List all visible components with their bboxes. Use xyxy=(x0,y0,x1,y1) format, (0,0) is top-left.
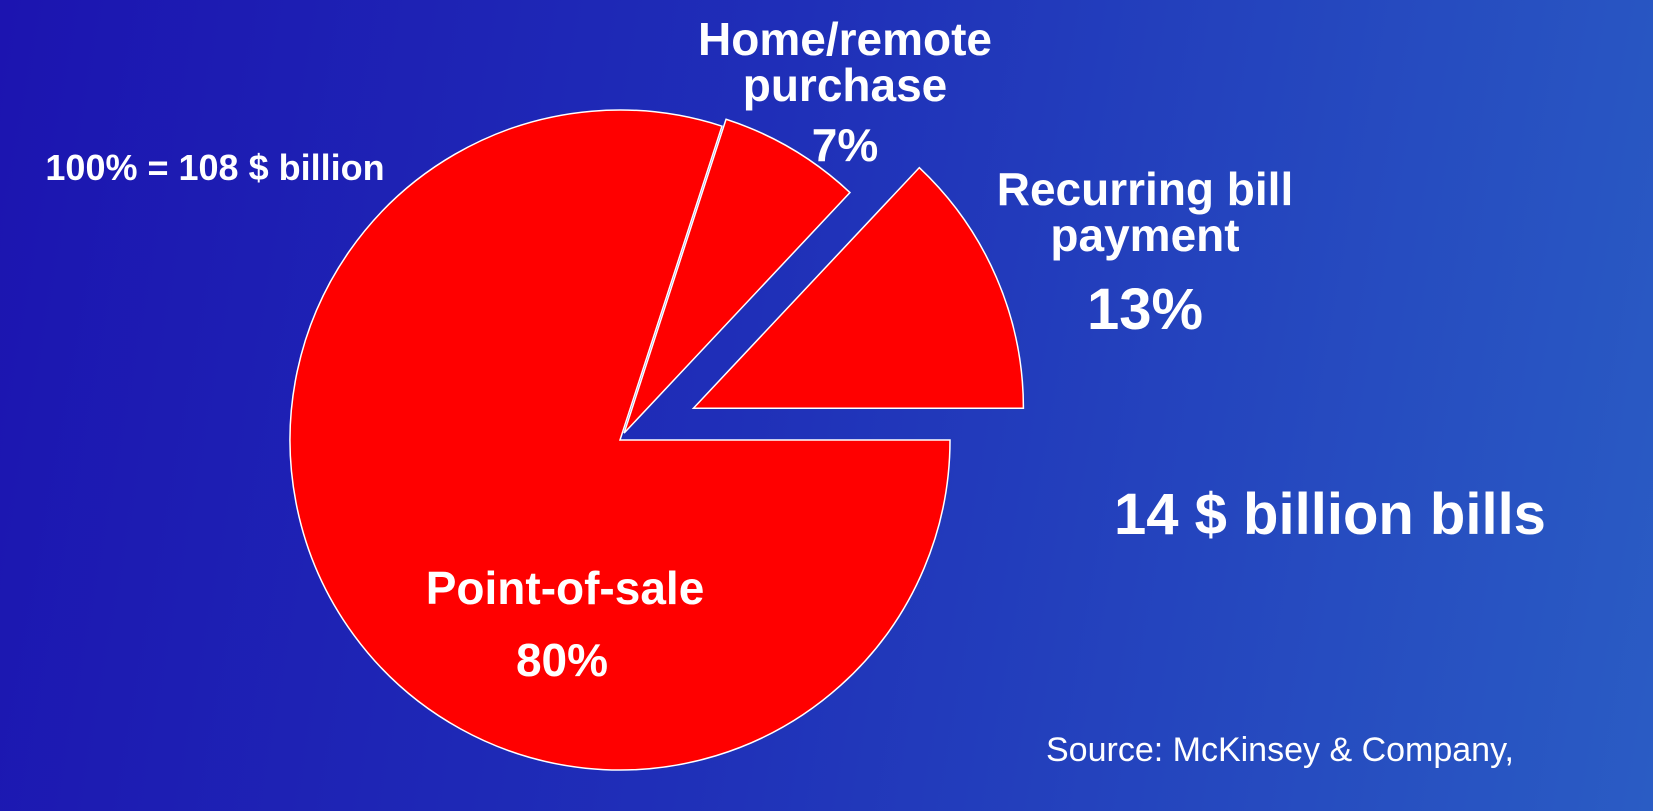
source-note: Source: McKinsey & Company, xyxy=(1046,731,1514,769)
category-label: Home/remote purchase xyxy=(698,13,992,111)
value-label: 7% xyxy=(811,119,879,171)
value-label: 13% xyxy=(1086,277,1204,342)
category-label: Point-of-sale xyxy=(425,562,705,614)
annotation: 14 $ billion bills xyxy=(1114,482,1546,547)
value-label: 80% xyxy=(515,634,609,686)
pie-slice xyxy=(289,109,951,771)
category-label: Recurring bill payment xyxy=(996,163,1294,261)
pie-slice xyxy=(623,118,852,434)
annotation: 100% = 108 $ billion xyxy=(45,147,385,188)
pie-slice xyxy=(691,166,1025,409)
